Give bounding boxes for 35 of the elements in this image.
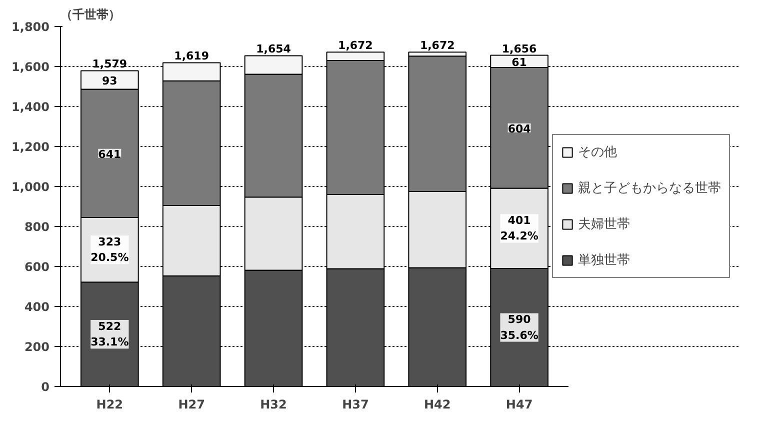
y-tick-label: 800: [24, 220, 50, 234]
legend-label: 夫婦世帯: [578, 216, 630, 233]
y-tick-label: 1,000: [12, 180, 50, 194]
y-tick-label: 1,400: [12, 100, 50, 114]
data-label: 323 20.5%: [90, 236, 129, 264]
data-label: 93: [102, 74, 118, 88]
total-label: 1,619: [174, 50, 209, 63]
y-tick-label: 200: [24, 340, 50, 354]
y-tick-label: 1,200: [12, 140, 50, 154]
x-tick-label: H32: [260, 398, 287, 412]
y-tick-label: 400: [24, 300, 50, 314]
legend-label: 親と子どもからなる世帯: [578, 180, 721, 197]
data-label: 604: [508, 122, 532, 136]
y-tick-label: 600: [24, 260, 50, 274]
total-label: 1,654: [256, 42, 292, 56]
y-tick-label: 1,600: [12, 60, 50, 74]
data-label: 641: [98, 148, 122, 161]
x-tick-label: H37: [342, 398, 369, 412]
total-label: 1,579: [92, 58, 128, 71]
y-tick-label: 1,800: [12, 20, 50, 34]
x-tick-label: H27: [178, 398, 205, 412]
data-label: 590 35.6%: [500, 313, 538, 342]
y-axis-title: （千世帯）: [60, 8, 120, 22]
data-label: 61: [512, 56, 527, 69]
legend-label: 単独世帯: [578, 252, 630, 269]
data-label: 401 24.2%: [500, 214, 538, 243]
data-label: 522 33.1%: [90, 320, 129, 349]
x-tick-label: H42: [424, 398, 451, 412]
x-tick-label: H22: [96, 398, 124, 412]
total-label: 1,672: [420, 39, 455, 52]
legend-label: その他: [578, 144, 617, 161]
total-label: 1,672: [338, 39, 373, 52]
x-tick-label: H47: [506, 398, 533, 412]
y-tick-label: 0: [41, 380, 50, 394]
total-label: 1,656: [502, 42, 538, 56]
